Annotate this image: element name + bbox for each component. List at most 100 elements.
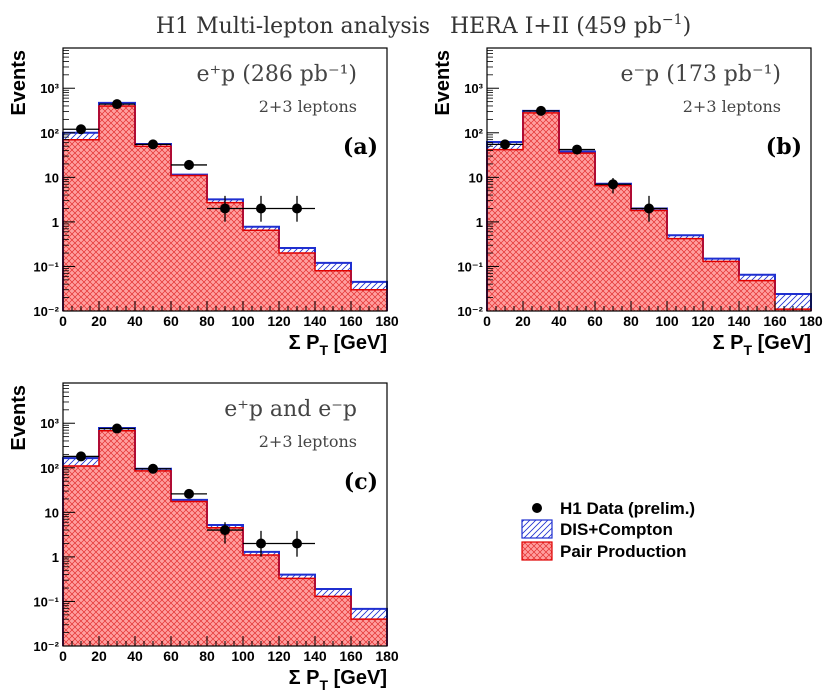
x-axis-label: Σ PT [GeV] [289,667,387,692]
panel-label: (b) [766,134,802,160]
pair-bar [667,238,703,311]
x-tick-label: 180 [375,648,399,664]
dis-bar [775,294,811,310]
dis-bar [315,589,351,597]
y-tick-label: 10⁻² [33,304,59,319]
beam-label: e⁻p (173 pb⁻¹) [621,62,781,87]
panel-b: 0 20 40 60 80 100 120 140 160 180 10⁻² 10⁻¹ 1 10 10² 10… [432,47,823,358]
data-point [256,203,266,214]
pair-bar [739,280,775,311]
x-tick-label: 0 [483,313,491,329]
data-point [220,525,230,536]
y-tick-label: 1 [52,550,59,565]
x-tick-label: 120 [691,313,715,329]
legend-dis-label: DIS+Compton [560,520,673,539]
x-tick-label: 180 [375,313,399,329]
pair-bar [63,139,99,311]
pair-bar [631,210,667,311]
pair-bar [135,470,171,646]
figure-subtitle-exp: −1 [662,12,683,28]
x-tick-label: 20 [91,648,107,664]
x-tick-label: 40 [127,313,143,329]
dis-bar [351,281,387,290]
x-tick-label: 60 [587,313,603,329]
pair-bar [243,555,279,646]
x-tick-label: 60 [163,313,179,329]
data-point [112,423,122,434]
x-tick-label: 40 [127,648,143,664]
pair-bar [243,230,279,311]
x-tick-label: 20 [91,313,107,329]
x-tick-label: 100 [655,313,679,329]
pair-bar [171,175,207,311]
x-tick-label: 160 [339,648,363,664]
channel-label: 2+3 leptons [683,97,781,116]
y-tick-label: 1 [52,215,59,230]
x-tick-label: 80 [199,648,215,664]
y-tick-label: 10 [45,170,59,185]
data-point [148,463,158,474]
panel-a: 0 20 40 60 80 100 120 140 160 180 10⁻² 10⁻¹ 1 10 10² 10… [8,47,399,358]
figure-subtitle: HERA I+II (459 pb−1) [450,12,691,39]
x-tick-label: 180 [799,313,823,329]
data-point [292,203,302,214]
data-point [148,139,158,150]
dis-bar [351,608,387,620]
dis-bar [63,132,99,140]
dis-bar [667,235,703,239]
x-tick-label: 100 [231,648,255,664]
pair-bar [523,112,559,311]
panel-label: (a) [343,134,378,160]
data-point [500,139,510,150]
panel-c: 0 20 40 60 80 100 120 140 160 180 10⁻² 10⁻¹ 1 10 10² 10… [8,382,399,692]
panel-label: (c) [344,469,378,495]
legend-dis-swatch [521,519,553,539]
figure-subtitle-prefix: HERA I+II (459 pb [450,14,662,39]
x-tick-label: 140 [303,313,327,329]
y-tick-label: 10⁻² [33,639,59,654]
x-tick-label: 160 [763,313,787,329]
data-point [536,105,546,116]
legend-data-marker [532,503,542,513]
pair-bar [99,105,135,311]
pair-bar [315,596,351,646]
pair-bar [487,149,523,311]
pair-bar [315,270,351,311]
y-tick-label: 10² [40,126,59,141]
pair-bar [595,185,631,311]
y-axis-label: Events [8,50,30,116]
y-tick-label: 10² [464,126,483,141]
dis-bar [279,574,315,579]
data-point [112,99,122,110]
dis-bar [279,247,315,254]
x-tick-label: 160 [339,313,363,329]
y-tick-label: 10⁻² [457,304,483,319]
x-tick-label: 140 [727,313,751,329]
x-tick-label: 80 [199,313,215,329]
y-tick-label: 10 [469,170,483,185]
y-tick-label: 10³ [40,81,59,96]
legend-pair-swatch [521,541,553,561]
x-axis-label: Σ PT [GeV] [713,332,811,358]
dis-bar [63,458,99,466]
y-tick-label: 10³ [40,416,59,431]
channel-label: 2+3 leptons [259,97,357,116]
dis-bar [703,258,739,262]
pair-bar [207,527,243,646]
data-point [76,124,86,135]
data-point [184,488,194,499]
legend-data-label: H1 Data (prelim.) [560,499,695,518]
y-tick-label: 10 [45,505,59,520]
y-axis-label: Events [432,50,454,116]
data-point [644,203,654,214]
pair-bar [703,261,739,311]
y-axis-label: Events [8,385,30,451]
y-tick-label: 10³ [464,81,483,96]
x-tick-label: 120 [267,648,291,664]
data-point [256,538,266,549]
x-tick-label: 0 [59,648,67,664]
y-tick-label: 10⁻¹ [33,259,59,274]
y-tick-label: 10² [40,461,59,476]
pair-bar [559,153,595,311]
